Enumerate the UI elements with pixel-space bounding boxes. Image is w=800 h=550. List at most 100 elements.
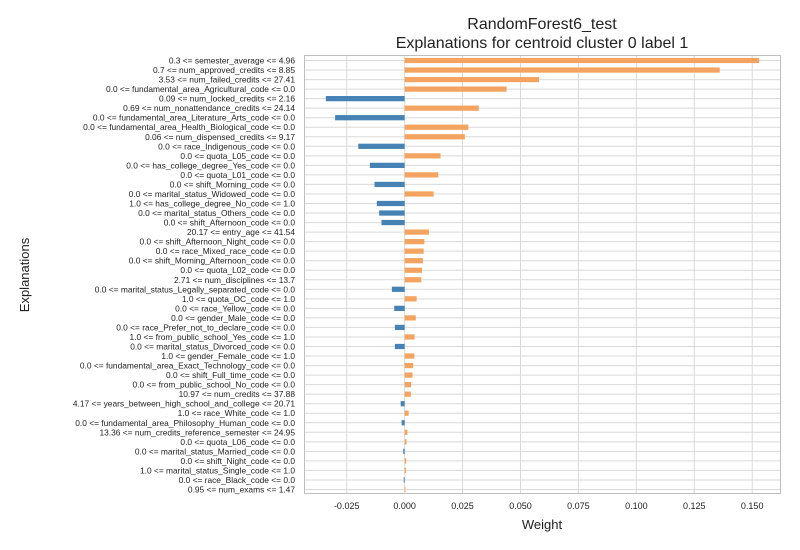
x-tick-label: 0.050 <box>509 501 532 511</box>
chart-subtitle: Explanations for centroid cluster 0 labe… <box>396 35 689 52</box>
bar <box>404 258 423 264</box>
bar <box>404 410 409 416</box>
y-tick-label: 0.0 <= marital_status_Widowed_code <= 0.… <box>129 189 296 199</box>
y-tick-labels: 0.3 <= semester_average <= 4.960.7 <= nu… <box>73 56 295 495</box>
y-tick-label: 0.0 <= race_Indigenous_code <= 0.0 <box>158 141 295 151</box>
bar <box>404 458 407 464</box>
bar <box>404 105 479 111</box>
bar <box>394 324 405 331</box>
y-tick-label: 1.0 <= quota_OC_code <= 1.0 <box>182 294 295 304</box>
y-tick-label: 0.0 <= fundamental_area_Health_Biologica… <box>83 122 295 132</box>
bar <box>404 315 416 321</box>
y-tick-label: 0.0 <= race_Black_code <= 0.0 <box>179 475 296 485</box>
bar <box>404 372 413 378</box>
bar <box>404 429 408 435</box>
y-tick-label: 0.0 <= has_college_degree_Yes_code <= 0.… <box>126 160 295 170</box>
bar <box>404 57 760 64</box>
bar <box>403 477 405 483</box>
y-tick-label: 0.0 <= race_Mixed_race_code <= 0.0 <box>156 246 296 256</box>
y-tick-label: 0.3 <= semester_average <= 4.96 <box>169 56 296 66</box>
plot-frame <box>304 55 781 494</box>
bar <box>404 248 424 254</box>
bar <box>404 153 441 159</box>
bar <box>404 439 407 445</box>
y-tick-label: 0.0 <= fundamental_area_Literature_Arts_… <box>93 113 295 123</box>
bar <box>400 401 405 407</box>
x-tick-label: 0.125 <box>683 501 706 511</box>
bar <box>404 229 429 235</box>
chart-title: RandomForest6_test <box>467 16 617 33</box>
x-tick-label: 0.075 <box>567 501 590 511</box>
y-tick-label: 1.0 <= has_college_degree_No_code <= 1.0 <box>129 199 295 209</box>
y-tick-label: 0.0 <= quota_L06_code <= 0.0 <box>180 437 295 447</box>
y-tick-label: 0.0 <= race_Prefer_not_to_declare_code <… <box>116 322 295 332</box>
y-axis-label: Explanations <box>17 237 32 312</box>
bar <box>404 172 439 178</box>
y-tick-label: 4.17 <= years_between_high_school_and_co… <box>73 399 295 409</box>
y-tick-label: 0.0 <= from_public_school_No_code <= 0.0 <box>133 380 296 390</box>
y-tick-label: 0.06 <= num_dispensed_credits <= 9.17 <box>145 132 295 142</box>
y-tick-label: 0.0 <= shift_Afternoon_code <= 0.0 <box>164 218 296 228</box>
bar <box>404 486 406 493</box>
y-tick-label: 13.36 <= num_credits_reference_semester … <box>99 427 295 437</box>
y-tick-label: 0.0 <= marital_status_Others_code <= 0.0 <box>138 208 295 218</box>
bar <box>404 124 469 130</box>
x-tick-label: 0.000 <box>393 501 416 511</box>
x-tick-label: 0.100 <box>625 501 648 511</box>
y-tick-label: 0.95 <= num_exams <= 1.47 <box>188 485 295 495</box>
bar <box>374 181 405 188</box>
y-tick-label: 0.0 <= shift_Afternoon_Night_code <= 0.0 <box>139 237 295 247</box>
bar <box>376 200 405 207</box>
bar <box>335 115 405 121</box>
y-tick-label: 0.69 <= num_nonattendance_credits <= 24.… <box>123 103 295 113</box>
bar <box>379 210 405 216</box>
y-tick-label: 0.0 <= shift_Night_code <= 0.0 <box>180 456 295 466</box>
bar <box>404 267 423 273</box>
bars <box>325 57 760 493</box>
y-tick-label: 0.0 <= gender_Male_code <= 0.0 <box>171 313 295 323</box>
bar <box>404 67 720 73</box>
bar <box>391 286 405 292</box>
y-tick-label: 20.17 <= entry_age <= 41.54 <box>187 227 295 237</box>
bar <box>404 277 422 283</box>
y-tick-label: 0.0 <= marital_status_Married_code <= 0.… <box>135 446 295 456</box>
bar <box>404 191 434 197</box>
y-tick-label: 3.53 <= num_failed_credits <= 27.41 <box>159 75 296 85</box>
bar <box>403 448 405 454</box>
grid-lines <box>305 56 780 493</box>
bar <box>394 305 405 311</box>
x-axis-label: Weight <box>522 517 563 532</box>
bar <box>381 219 405 226</box>
y-tick-label: 10.97 <= num_credits <= 37.88 <box>179 389 296 399</box>
bar <box>404 296 417 302</box>
bar <box>404 86 507 92</box>
y-tick-label: 0.0 <= marital_status_Divorced_code <= 0… <box>130 342 295 352</box>
bar <box>404 391 411 397</box>
x-tick-label: 0.025 <box>451 501 474 511</box>
bar <box>404 76 540 83</box>
y-tick-label: 0.0 <= shift_Morning_code <= 0.0 <box>170 179 296 189</box>
bar <box>404 353 415 359</box>
bar <box>401 420 405 426</box>
bar <box>394 343 405 350</box>
x-tick-label: -0.025 <box>334 501 360 511</box>
y-tick-label: 0.0 <= race_Yellow_code <= 0.0 <box>175 303 295 313</box>
y-tick-label: 0.0 <= fundamental_area_Philosophy_Human… <box>75 418 295 428</box>
y-tick-label: 0.0 <= fundamental_area_Exact_Technology… <box>80 361 295 371</box>
bar <box>369 162 405 168</box>
bar <box>404 239 425 245</box>
y-tick-label: 2.71 <= num_disciplines <= 13.7 <box>174 275 295 285</box>
y-tick-label: 0.0 <= fundamental_area_Agricultural_cod… <box>106 84 295 94</box>
x-tick-labels: -0.025 0.000 0.025 0.050 0.075 0.100 0.125 0.15… <box>334 501 764 511</box>
bar <box>404 134 465 140</box>
bar <box>404 467 407 474</box>
y-tick-label: 0.0 <= quota_L02_code <= 0.0 <box>180 265 295 275</box>
y-tick-label: 0.0 <= quota_L01_code <= 0.0 <box>180 170 295 180</box>
y-tick-label: 0.0 <= marital_status_Legally_separated_… <box>95 284 296 294</box>
y-tick-label: 1.0 <= from_public_school_Yes_code <= 1.… <box>130 332 296 342</box>
bar <box>404 382 412 388</box>
y-tick-label: 0.0 <= shift_Full_time_code <= 0.0 <box>166 370 295 380</box>
x-tick-label: 0.150 <box>741 501 764 511</box>
y-tick-label: 0.0 <= quota_L05_code <= 0.0 <box>180 151 295 161</box>
